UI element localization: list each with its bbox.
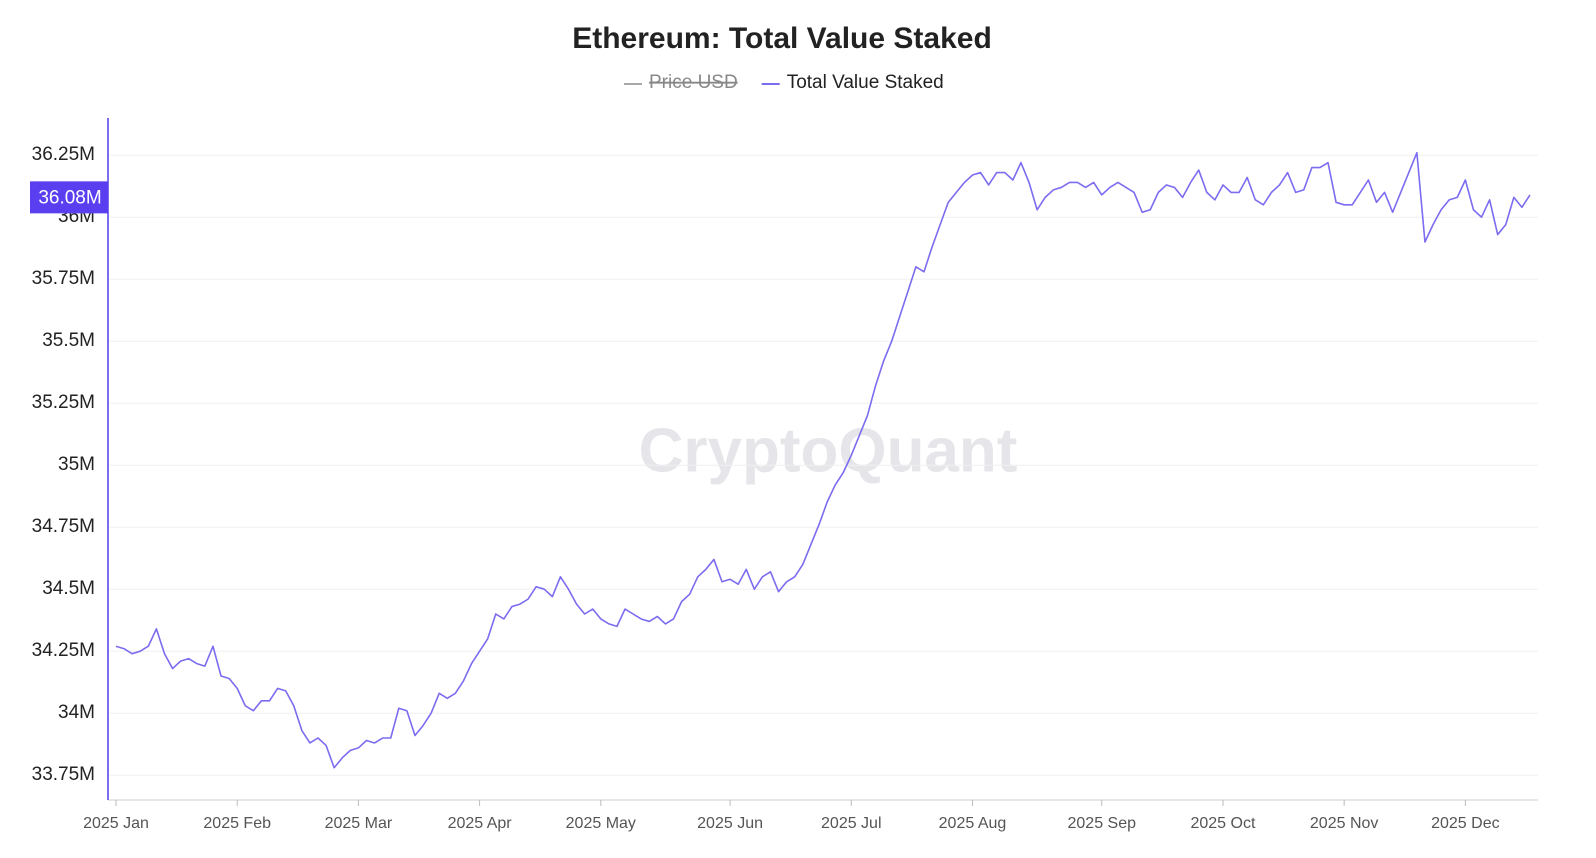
y-tick-label: 33.75M xyxy=(32,764,95,785)
y-tick-label: 35M xyxy=(58,454,95,475)
x-tick-label: 2025 Mar xyxy=(325,815,393,832)
y-tick-label: 35.25M xyxy=(32,392,95,413)
x-tick-label: 2025 Jul xyxy=(821,815,882,832)
x-tick-label: 2025 Sep xyxy=(1068,815,1137,832)
x-tick-label: 2025 Jan xyxy=(83,815,149,832)
legend-label: Price USD xyxy=(649,72,738,93)
y-tick-label: 35.75M xyxy=(32,268,95,289)
y-tick-label: 34.25M xyxy=(32,640,95,661)
data-line xyxy=(115,151,1531,769)
x-tick-label: 2025 Nov xyxy=(1310,815,1379,832)
y-tick-label: 34.75M xyxy=(32,516,95,537)
chart-title: Ethereum: Total Value Staked xyxy=(572,22,992,55)
watermark: CryptoQuant xyxy=(639,416,1018,485)
x-tick-label: 2025 Aug xyxy=(939,815,1007,832)
x-tick-label: 2025 Apr xyxy=(448,815,513,832)
y-tick-label: 34.5M xyxy=(42,578,95,599)
y-tick-label: 36.25M xyxy=(32,144,95,165)
last-value-label: 36.08M xyxy=(38,187,101,208)
legend-label: Total Value Staked xyxy=(787,72,944,93)
y-tick-label: 34M xyxy=(58,702,95,723)
y-tick-label: 35.5M xyxy=(42,330,95,351)
x-tick-label: 2025 Feb xyxy=(203,815,271,832)
last-value-badge xyxy=(30,181,108,214)
x-tick-label: 2025 May xyxy=(566,815,636,832)
x-tick-label: 2025 Jun xyxy=(697,815,763,832)
x-tick-label: 2025 Oct xyxy=(1190,815,1255,832)
x-tick-label: 2025 Dec xyxy=(1431,815,1500,832)
